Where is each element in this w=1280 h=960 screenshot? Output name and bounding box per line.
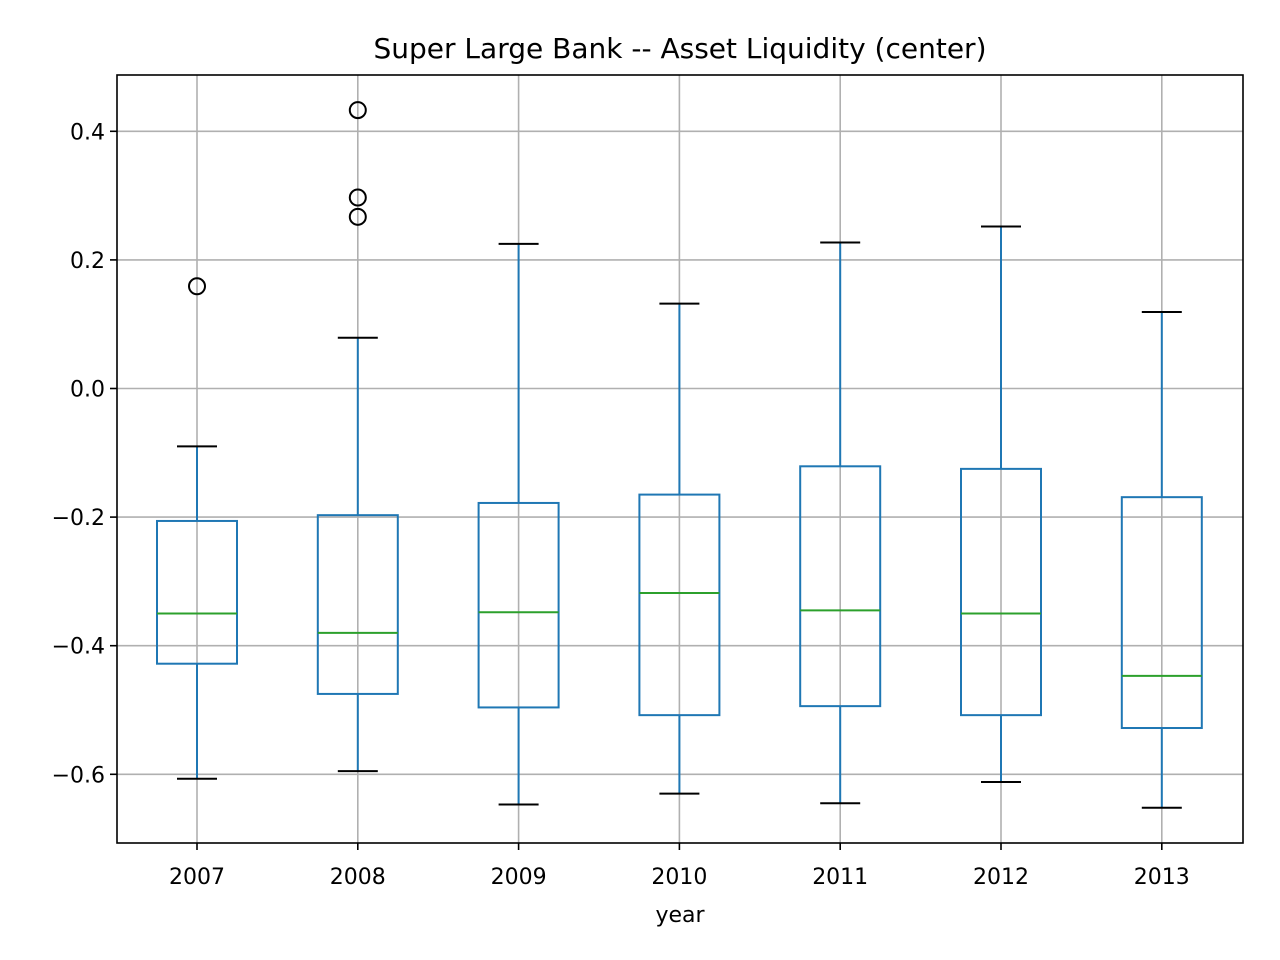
boxes: [156, 101, 1203, 809]
box-group-2009: [477, 242, 560, 806]
x-tick-label: 2008: [330, 865, 386, 890]
x-tick-label: 2009: [491, 865, 547, 890]
chart-title: Super Large Bank -- Asset Liquidity (cen…: [374, 32, 987, 65]
y-tick-label: 0.4: [70, 120, 105, 145]
y-tick-label: 0.2: [70, 249, 105, 274]
box-group-2011: [799, 241, 882, 805]
iqr-box: [316, 514, 399, 695]
y-tick-label: −0.4: [52, 635, 105, 660]
iqr-box: [638, 493, 721, 717]
iqr-box: [1120, 496, 1203, 730]
box-group-2007: [156, 277, 238, 780]
outlier-point: [348, 207, 367, 226]
x-axis-label: year: [655, 903, 705, 928]
box-group-2013: [1120, 310, 1203, 809]
y-tick-label: −0.2: [52, 506, 105, 531]
x-tick-label: 2012: [973, 865, 1029, 890]
box-group-2012: [960, 225, 1042, 784]
outlier-point: [348, 188, 367, 207]
x-tick-label: 2010: [651, 865, 707, 890]
y-tick-label: 0.0: [70, 378, 105, 403]
box-group-2008: [316, 101, 399, 773]
y-tick-label: −0.6: [52, 763, 105, 788]
axis-ticks: −0.6 −0.4 −0.2 0.0 0.2 0.4 2007 2008 2009 2010 201…: [52, 120, 1190, 890]
x-tick-label: 2011: [812, 865, 868, 890]
box-group-2010: [638, 302, 721, 795]
iqr-box: [156, 519, 238, 665]
iqr-box: [477, 501, 560, 709]
x-tick-label: 2007: [169, 865, 225, 890]
x-tick-label: 2013: [1134, 865, 1190, 890]
outlier-point: [348, 101, 367, 120]
outlier-point: [188, 277, 206, 296]
iqr-box: [799, 465, 882, 708]
iqr-box: [960, 467, 1042, 717]
